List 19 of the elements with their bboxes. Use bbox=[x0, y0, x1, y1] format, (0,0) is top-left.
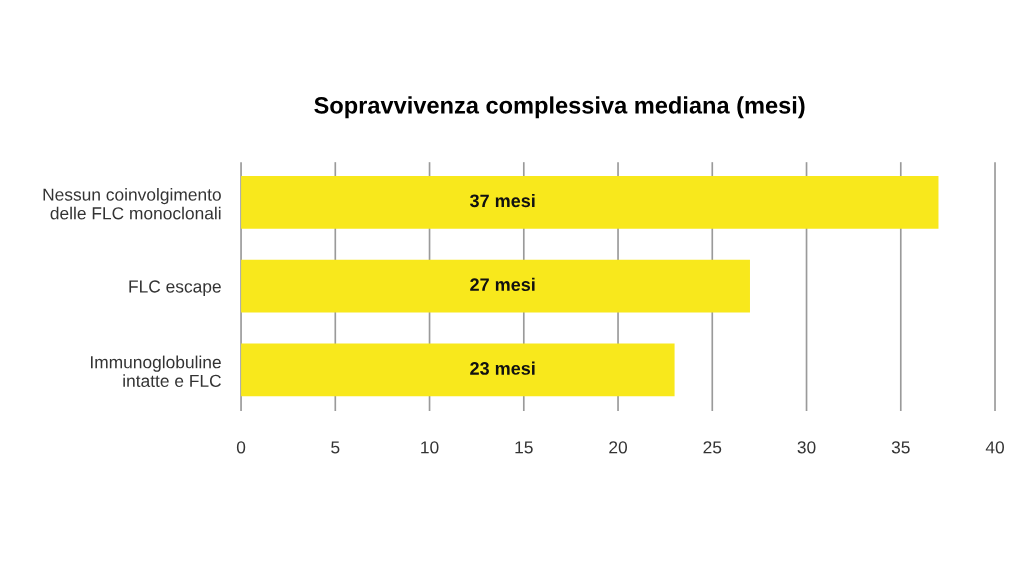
bar bbox=[241, 343, 675, 397]
y-tick-label: Nessun coinvolgimento delle FLC monoclonali bbox=[43, 188, 221, 220]
x-tick-label: 30 bbox=[797, 441, 816, 454]
x-tick-label: 20 bbox=[609, 441, 628, 454]
x-tick-label: 40 bbox=[985, 441, 1004, 454]
x-tick-label: 25 bbox=[703, 441, 722, 454]
x-tick-label: 15 bbox=[515, 441, 533, 454]
chart-title: Sopravvivenza complessiva mediana (mesi) bbox=[314, 96, 805, 119]
data-label: 37 mesi bbox=[469, 193, 535, 208]
x-tick-label: 0 bbox=[236, 441, 246, 454]
data-label: 27 mesi bbox=[470, 277, 535, 292]
x-tick-label: 35 bbox=[891, 441, 910, 454]
y-tick-label: FLC escape bbox=[129, 280, 221, 297]
data-label: 23 mesi bbox=[470, 361, 535, 375]
bar bbox=[241, 259, 750, 313]
x-tick-label: 5 bbox=[331, 441, 340, 454]
y-tick-label: Immunoglobuline intatte e FLC bbox=[91, 355, 221, 388]
x-tick-label: 10 bbox=[421, 441, 439, 454]
bar bbox=[241, 175, 939, 229]
